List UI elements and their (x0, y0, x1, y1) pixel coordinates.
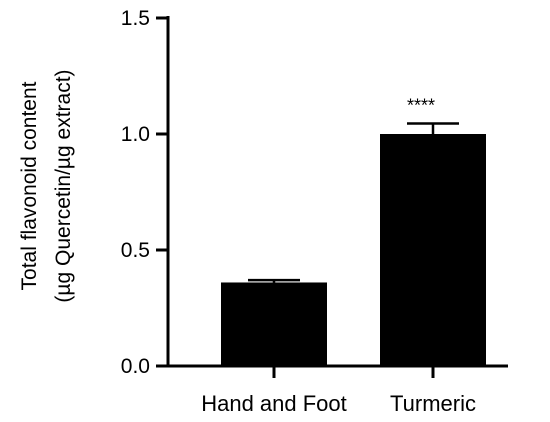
bar (221, 282, 327, 366)
y-tick-label: 0.5 (121, 239, 150, 262)
bars (221, 134, 486, 366)
y-tick-label: 1.5 (121, 7, 150, 30)
y-axis-label-line1: Total flavonoid content (18, 81, 41, 290)
y-tick-label: 1.0 (121, 123, 150, 146)
bar (380, 134, 486, 366)
y-tick-label: 0.0 (121, 355, 150, 378)
x-tick-label: Turmeric (390, 391, 476, 416)
annotations: **** (407, 96, 435, 116)
x-ticks: Hand and Foot Turmeric (201, 366, 476, 416)
x-tick-label: Hand and Foot (201, 391, 347, 416)
y-ticks: 0.0 0.5 1.0 1.5 (121, 7, 168, 378)
y-axis-label-line2: (µg Quercetin/µg extract) (52, 69, 75, 302)
error-bars (248, 122, 459, 283)
significance-label: **** (407, 96, 435, 116)
y-axis-label: Total flavonoid content (µg Quercetin/µg… (18, 69, 75, 302)
